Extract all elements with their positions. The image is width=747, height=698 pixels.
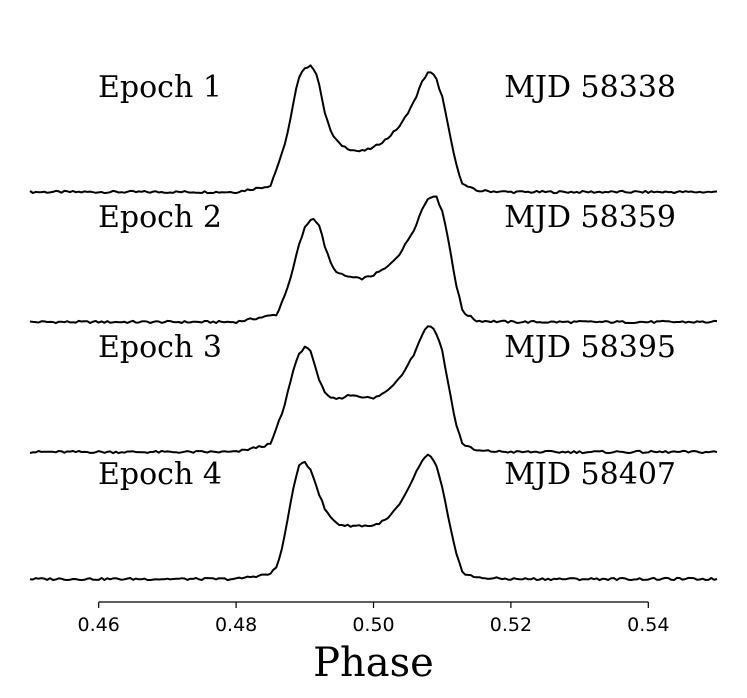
x-tick-label: 0.48 <box>215 614 257 636</box>
profile-line-epoch-4 <box>29 453 718 582</box>
epoch-label-1: Epoch 1 <box>98 70 222 105</box>
epoch-label-2: Epoch 2 <box>98 200 222 235</box>
mjd-label-4: MJD 58407 <box>504 457 676 492</box>
x-tick-label: 0.46 <box>78 614 120 636</box>
x-tick-label: 0.50 <box>352 614 394 636</box>
epoch-label-3: Epoch 3 <box>98 330 222 365</box>
profile-line-epoch-1 <box>29 64 718 195</box>
mjd-label-1: MJD 58338 <box>504 70 676 105</box>
profile-line-epoch-3 <box>29 325 718 455</box>
x-tick-label: 0.54 <box>627 614 669 636</box>
profile-line-epoch-2 <box>29 195 718 325</box>
epoch-label-4: Epoch 4 <box>98 457 222 492</box>
x-tick-label: 0.52 <box>490 614 532 636</box>
mjd-label-3: MJD 58395 <box>504 330 676 365</box>
x-axis-title: Phase <box>313 640 434 686</box>
epoch-labels-group: Epoch 1 MJD 58338 Epoch 2 MJD 58359 Epoch 3 M… <box>98 70 676 492</box>
x-axis: 0.46 0.48 0.50 0.52 0.54 <box>78 601 669 636</box>
profiles-group <box>29 64 718 582</box>
mjd-label-2: MJD 58359 <box>504 200 676 235</box>
